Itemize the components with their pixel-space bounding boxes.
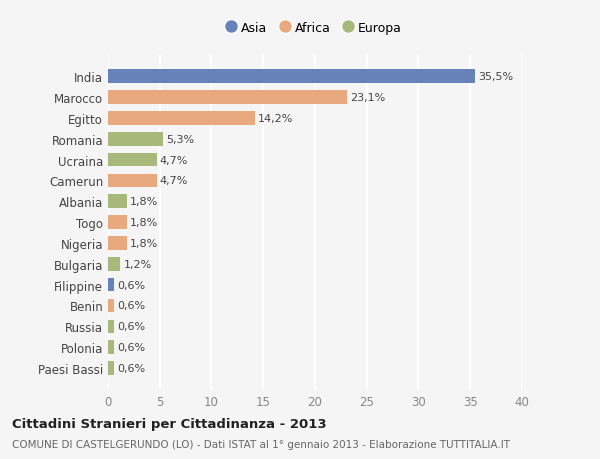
Bar <box>108 153 157 167</box>
Text: 4,7%: 4,7% <box>160 176 188 186</box>
Bar <box>108 361 114 375</box>
Text: COMUNE DI CASTELGERUNDO (LO) - Dati ISTAT al 1° gennaio 2013 - Elaborazione TUTT: COMUNE DI CASTELGERUNDO (LO) - Dati ISTA… <box>12 440 510 449</box>
Text: 4,7%: 4,7% <box>160 155 188 165</box>
Text: 1,2%: 1,2% <box>124 259 152 269</box>
Bar <box>108 257 121 271</box>
Bar <box>108 174 157 188</box>
Bar <box>108 195 127 208</box>
Bar <box>108 70 475 84</box>
Text: 0,6%: 0,6% <box>118 342 145 353</box>
Text: 0,6%: 0,6% <box>118 280 145 290</box>
Text: 1,8%: 1,8% <box>130 197 158 207</box>
Text: 1,8%: 1,8% <box>130 218 158 228</box>
Text: 0,6%: 0,6% <box>118 363 145 373</box>
Text: 0,6%: 0,6% <box>118 322 145 331</box>
Bar <box>108 133 163 146</box>
Text: 0,6%: 0,6% <box>118 301 145 311</box>
Bar <box>108 237 127 250</box>
Bar <box>108 216 127 230</box>
Text: 23,1%: 23,1% <box>350 93 385 103</box>
Bar <box>108 112 255 125</box>
Bar <box>108 278 114 292</box>
Text: 5,3%: 5,3% <box>166 134 194 145</box>
Text: 1,8%: 1,8% <box>130 238 158 248</box>
Bar <box>108 299 114 313</box>
Text: 35,5%: 35,5% <box>479 72 514 82</box>
Text: 14,2%: 14,2% <box>258 114 293 123</box>
Bar <box>108 320 114 333</box>
Bar <box>108 341 114 354</box>
Legend: Asia, Africa, Europa: Asia, Africa, Europa <box>224 18 406 38</box>
Bar <box>108 91 347 105</box>
Text: Cittadini Stranieri per Cittadinanza - 2013: Cittadini Stranieri per Cittadinanza - 2… <box>12 417 326 430</box>
